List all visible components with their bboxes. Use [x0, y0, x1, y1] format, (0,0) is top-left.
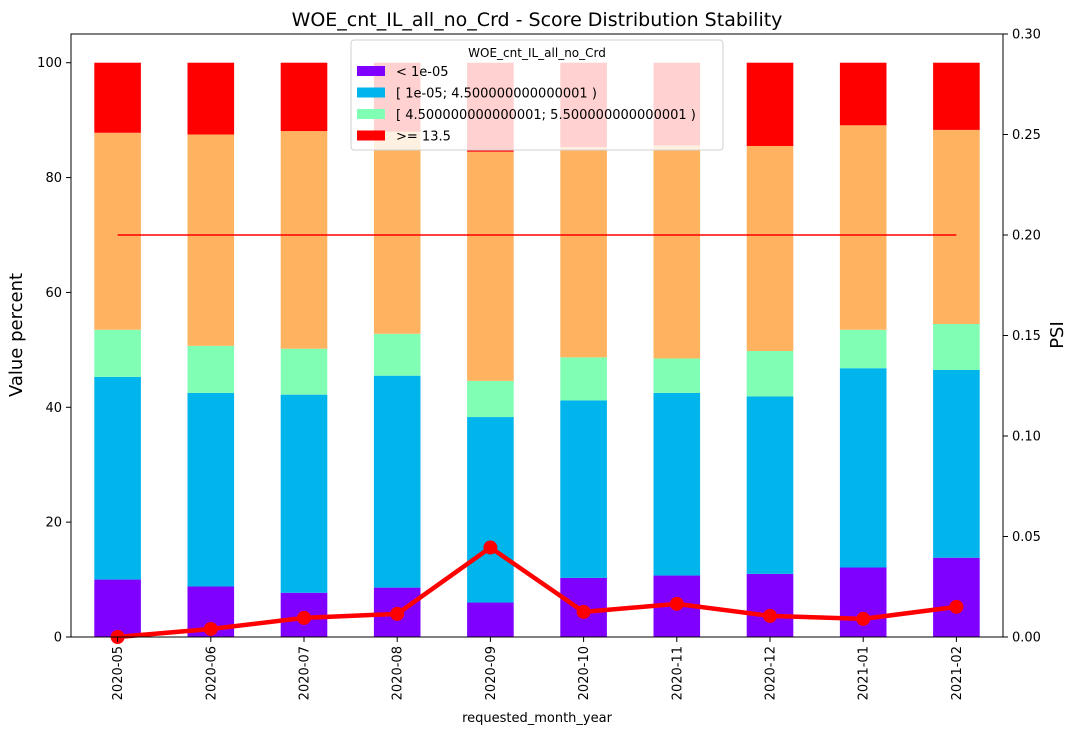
- bar-segment: [467, 151, 514, 381]
- bar-segment: [94, 62, 141, 133]
- psi-point: [390, 606, 405, 621]
- legend-swatch: [357, 87, 385, 98]
- bar-segment: [746, 62, 794, 146]
- bar-segment: [94, 132, 141, 330]
- legend-swatch: [357, 66, 385, 76]
- y-tick-label: 60: [45, 286, 62, 301]
- bar-segment: [560, 400, 607, 578]
- y2-tick-label: 0.15: [1012, 329, 1041, 344]
- bar-segment: [933, 557, 980, 637]
- bar-segment: [187, 134, 235, 346]
- bar-segment: [187, 345, 235, 393]
- x-tick-label: 2020-06: [204, 646, 219, 700]
- bar-segment: [560, 147, 607, 358]
- bar-segment: [839, 368, 887, 568]
- bar-segment: [94, 579, 141, 637]
- psi-point: [483, 540, 498, 555]
- x-tick-label: 2020-11: [670, 646, 685, 700]
- psi-point: [576, 604, 591, 619]
- x-tick-label: 2020-08: [391, 646, 406, 700]
- y2-tick-label: 0.05: [1012, 530, 1041, 545]
- bar-segment: [839, 62, 887, 126]
- x-tick-label: 2020-10: [577, 646, 592, 700]
- y2-tick-label: 0.30: [1012, 28, 1041, 43]
- x-tick-label: 2020-07: [298, 646, 313, 700]
- lines-layer: [110, 234, 964, 644]
- bar-segment: [839, 329, 887, 369]
- legend-label: [ 1e-05; 4.500000000000001 ): [396, 87, 597, 102]
- y2-axis-label: PSI: [1047, 321, 1068, 349]
- bar-segment: [746, 573, 794, 637]
- bar-segment: [933, 129, 980, 325]
- psi-point: [203, 621, 218, 636]
- legend: WOE_cnt_IL_all_no_Crd < 1e-05 [ 1e-05; 4.…: [350, 39, 724, 151]
- bar-segment: [560, 357, 607, 401]
- psi-point: [297, 610, 311, 625]
- x-axis-label: requested_month_year: [462, 711, 613, 726]
- bar-segment: [467, 380, 514, 418]
- bar-segment: [373, 333, 421, 376]
- y-axis-label: Value percent: [6, 273, 27, 397]
- x-tick-label: 2020-05: [111, 646, 126, 700]
- bar-segment: [653, 392, 701, 576]
- bar-segment: [94, 329, 141, 377]
- x-tick-label: 2020-09: [484, 646, 499, 700]
- bar-segment: [839, 125, 887, 330]
- bar-segment: [467, 602, 514, 637]
- legend-swatch: [357, 130, 385, 141]
- bar-segment: [373, 131, 421, 334]
- psi-point: [669, 596, 684, 611]
- bar-segment: [933, 62, 980, 130]
- bar-segment: [94, 376, 141, 580]
- bar-segment: [653, 145, 701, 359]
- legend-label: < 1e-05: [396, 65, 449, 80]
- y-tick-label: 20: [45, 516, 62, 531]
- legend-box: [350, 39, 724, 151]
- x-tick-label: 2021-02: [950, 646, 965, 700]
- bar-segment: [933, 324, 980, 370]
- y-tick-label: 80: [45, 171, 62, 186]
- legend-label: [ 4.500000000000001; 5.500000000000001 ): [396, 108, 696, 123]
- chart-title: WOE_cnt_IL_all_no_Crd - Score Distributi…: [292, 9, 783, 31]
- y2-tick-label: 0.25: [1012, 128, 1041, 143]
- psi-point: [856, 611, 871, 626]
- y-tick-label: 40: [45, 401, 62, 416]
- bar-segment: [746, 145, 794, 352]
- bar-segment: [653, 358, 701, 393]
- legend-items: < 1e-05 [ 1e-05; 4.500000000000001 ) [ 4.5…: [357, 65, 696, 145]
- legend-label: >= 13.5: [396, 130, 451, 145]
- bar-segment: [467, 417, 514, 603]
- bar-segment: [839, 567, 887, 637]
- psi-point: [949, 599, 964, 614]
- bar-segment: [187, 62, 235, 135]
- y2-tick-label: 0.20: [1012, 229, 1041, 244]
- bar-segment: [280, 348, 328, 395]
- bar-segment: [746, 396, 794, 574]
- x-tick-label: 2020-12: [764, 646, 779, 700]
- bar-segment: [280, 62, 328, 132]
- y-tick-label: 0: [54, 631, 62, 646]
- axes-layer: 0 20 40 60 80 100 0.00 0.05 0.10 0.15 0.20 0.25 0.30…: [37, 28, 1041, 701]
- bar-segment: [187, 392, 235, 587]
- bar-segment: [933, 369, 980, 558]
- x-tick-label: 2021-01: [857, 646, 872, 700]
- psi-point: [763, 608, 777, 623]
- bar-segment: [280, 131, 328, 349]
- psi-series-line: [115, 545, 959, 640]
- y2-tick-label: 0.10: [1012, 430, 1041, 445]
- legend-title: WOE_cnt_IL_all_no_Crd: [468, 46, 606, 60]
- y-tick-label: 100: [37, 56, 62, 71]
- bar-segment: [746, 351, 794, 397]
- y2-tick-label: 0.00: [1012, 631, 1041, 646]
- bar-segment: [280, 394, 328, 593]
- legend-swatch: [357, 109, 385, 119]
- bar-segment: [373, 375, 421, 588]
